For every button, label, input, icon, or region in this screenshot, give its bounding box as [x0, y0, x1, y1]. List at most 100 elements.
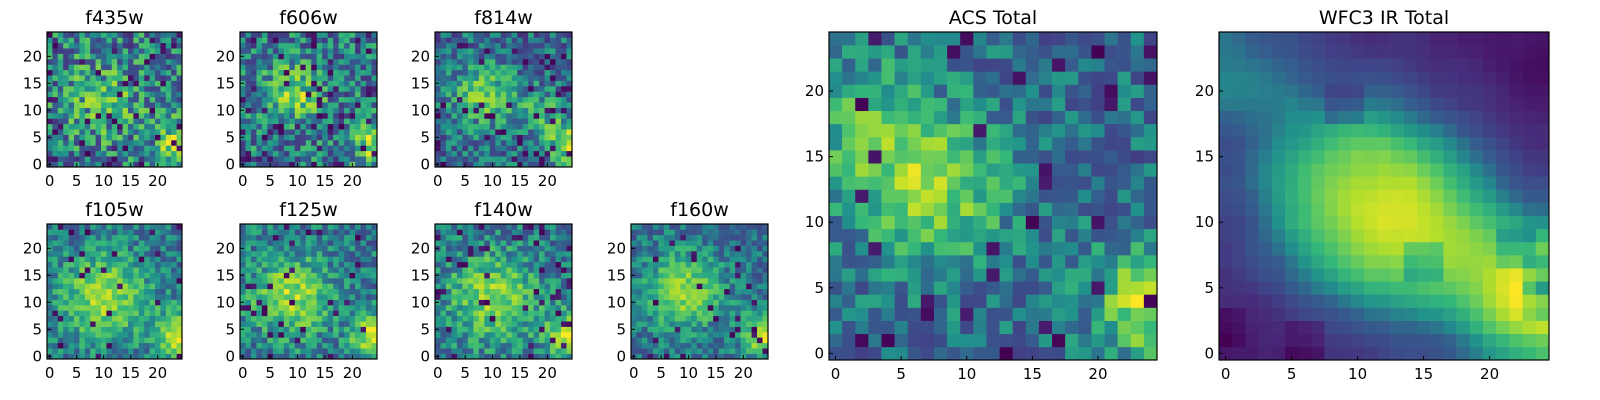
heatmap-cell [300, 299, 307, 306]
heatmap-cell [696, 332, 703, 338]
heatmap-cell [144, 251, 150, 257]
heatmap-cell [95, 64, 102, 71]
heatmap-cell [566, 113, 573, 119]
heatmap-cell [294, 229, 301, 236]
heatmap-cell [631, 251, 637, 257]
heatmap-cell [1104, 176, 1118, 190]
heatmap-cell [478, 91, 485, 98]
heatmap-cell [561, 123, 567, 130]
heatmap-cell [973, 150, 987, 164]
heatmap-cell [740, 288, 747, 295]
heatmap-cell [245, 283, 252, 290]
heatmap-cell [165, 315, 172, 322]
heatmap-cell [311, 113, 318, 119]
heatmap-cell [746, 353, 752, 360]
heatmap-cell [349, 245, 356, 252]
heatmap-cell [1038, 123, 1053, 138]
heatmap-cell [550, 251, 556, 257]
heatmap-cell [311, 161, 318, 168]
heatmap-cell [462, 37, 469, 44]
heatmap-cell [133, 102, 140, 108]
heatmap-cell [462, 102, 469, 108]
heatmap-cell [550, 123, 556, 130]
heatmap-cell [702, 283, 709, 290]
heatmap-cell [133, 240, 140, 246]
heatmap-cell [79, 224, 86, 230]
heatmap-cell [176, 123, 183, 130]
heatmap-cell [311, 69, 318, 76]
heatmap-cell [327, 129, 334, 135]
heatmap-cell [111, 107, 118, 114]
heatmap-cell [278, 140, 285, 146]
heatmap-cell [894, 281, 909, 295]
heatmap-cell [533, 283, 540, 290]
heatmap-cell [528, 256, 534, 263]
heatmap-cell [456, 272, 463, 279]
heatmap-cell [128, 129, 134, 135]
heatmap-cell [272, 64, 279, 71]
heatmap-cell [652, 283, 659, 290]
heatmap-cell [128, 102, 134, 108]
heatmap-cell [316, 48, 323, 54]
heatmap-cell [79, 37, 86, 44]
heatmap-cell [947, 255, 961, 269]
heatmap-cell [533, 96, 540, 103]
heatmap-cell [245, 161, 252, 168]
heatmap-cell [294, 69, 301, 76]
heatmap-cell [95, 234, 102, 241]
heatmap-cell [79, 353, 86, 360]
heatmap-cell [52, 118, 59, 125]
heatmap-cell [1065, 215, 1079, 230]
heatmap-cell [305, 59, 312, 65]
heatmap-cell [740, 245, 747, 252]
heatmap-cell [506, 267, 513, 273]
heatmap-cell [149, 37, 156, 44]
heatmap-cell [729, 321, 736, 327]
heatmap-cell [462, 96, 469, 103]
heatmap-cell [333, 64, 339, 71]
heatmap-cell [707, 305, 714, 311]
heatmap-cell [484, 80, 491, 87]
heatmap-cell [283, 129, 290, 135]
heatmap-cell [74, 299, 80, 306]
heatmap-cell [522, 288, 529, 295]
heatmap-cell [322, 140, 328, 146]
heatmap-cell [74, 37, 80, 44]
heatmap-cell [366, 332, 372, 338]
heatmap-cell [272, 42, 279, 49]
heatmap-cell [250, 305, 257, 311]
heatmap-cell [117, 337, 123, 344]
heatmap-cell [327, 251, 334, 257]
heatmap-cell [149, 326, 156, 333]
heatmap-cell [68, 113, 75, 119]
heatmap-cell [272, 348, 279, 354]
heatmap-cell [245, 261, 252, 268]
heatmap-cell [550, 107, 556, 114]
heatmap-cell [349, 315, 356, 322]
heatmap-cell [272, 267, 279, 273]
heatmap-cell [155, 294, 161, 300]
heatmap-cell [435, 321, 441, 327]
heatmap-cell [729, 337, 736, 344]
heatmap-cell [528, 321, 534, 327]
heatmap-cell [663, 229, 670, 236]
heatmap-cell [724, 294, 730, 300]
heatmap-cell [338, 332, 345, 338]
heatmap-cell [718, 240, 725, 246]
heatmap-cell [647, 299, 654, 306]
heatmap-cell [522, 229, 529, 236]
heatmap-cell [171, 48, 177, 54]
heatmap-cell [462, 251, 469, 257]
heatmap-cell [658, 332, 665, 338]
heatmap-cell [344, 278, 350, 284]
heatmap-cell [641, 283, 648, 290]
heatmap-cell [641, 240, 648, 246]
heatmap-cell [522, 69, 529, 76]
heatmap-cell [495, 64, 502, 71]
heatmap-cell [160, 32, 167, 38]
heatmap-cell [327, 123, 334, 130]
heatmap-cell [555, 102, 562, 108]
heatmap-cell [261, 69, 268, 76]
heatmap-cell [456, 123, 463, 130]
heatmap-cell [90, 129, 96, 135]
